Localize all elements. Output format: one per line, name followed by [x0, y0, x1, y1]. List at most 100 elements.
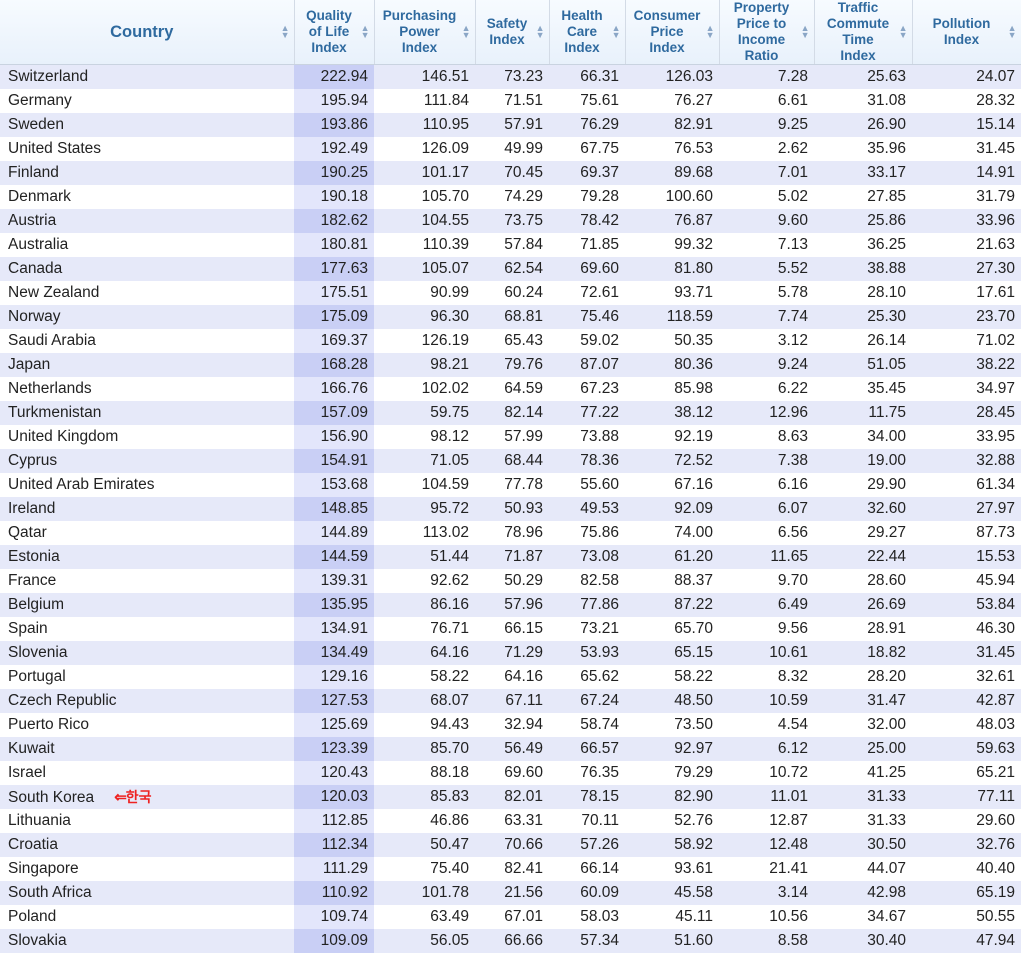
table-row: Australia 180.81 110.39 57.84 71.85 99.32 7.13… — [0, 233, 1021, 257]
cell-value: 32.88 — [976, 452, 1015, 469]
cell-safety-index: 64.59 — [475, 377, 549, 401]
header-row: Country ▲ ▼ Quality of Life Index ▲ ▼ Purchasi… — [0, 0, 1021, 65]
cell-value: 28.91 — [867, 620, 906, 637]
cell-traffic-commute-time-index: 26.69 — [814, 593, 912, 617]
sort-arrows-icon[interactable]: ▲ ▼ — [461, 23, 471, 40]
cell-consumer-price-index: 61.20 — [625, 545, 719, 569]
table-row: Lithuania 112.85 46.86 63.31 70.11 52.76 12.87… — [0, 809, 1021, 833]
cell-quality-of-life-index: 112.85 — [294, 809, 374, 833]
sort-arrows-icon[interactable]: ▲ ▼ — [1007, 23, 1017, 40]
sort-arrows-icon[interactable]: ▲ ▼ — [800, 23, 810, 40]
cell-health-care-index: 66.31 — [549, 64, 625, 89]
cell-value: 71.05 — [430, 452, 469, 469]
cell-value: 88.18 — [430, 764, 469, 781]
sort-arrows-icon[interactable]: ▲ ▼ — [898, 23, 908, 40]
column-header-traffic-commute-time-index[interactable]: Traffic Commute Time Index ▲ ▼ — [814, 0, 913, 65]
cell-property-price-to-income-ratio: 9.70 — [719, 569, 814, 593]
cell-pollution-index: 21.63 — [912, 233, 1021, 257]
cell-value: 68.81 — [504, 308, 543, 325]
cell-purchasing-power-index: 102.02 — [374, 377, 475, 401]
cell-value: 85.70 — [430, 740, 469, 757]
cell-pollution-index: 61.34 — [912, 473, 1021, 497]
cell-value: 70.45 — [504, 164, 543, 181]
cell-purchasing-power-index: 85.83 — [374, 785, 475, 809]
column-header-safety-index[interactable]: Safety Index ▲ ▼ — [475, 0, 550, 65]
cell-value: 157.09 — [320, 404, 368, 421]
cell-value: 10.61 — [769, 644, 808, 661]
cell-safety-index: 73.23 — [475, 64, 549, 89]
cell-value: 48.03 — [976, 716, 1015, 733]
cell-value: 5.02 — [777, 188, 808, 205]
cell-value: 58.22 — [674, 668, 713, 685]
cell-value: 34.97 — [976, 380, 1015, 397]
cell-purchasing-power-index: 50.47 — [374, 833, 475, 857]
column-header-property-price-to-income-ratio[interactable]: Property Price to Income Ratio ▲ ▼ — [719, 0, 815, 65]
cell-value: 15.53 — [976, 548, 1015, 565]
cell-safety-index: 70.45 — [475, 161, 549, 185]
cell-traffic-commute-time-index: 35.45 — [814, 377, 912, 401]
cell-value: 10.59 — [769, 692, 808, 709]
cell-value: 65.70 — [674, 620, 713, 637]
sort-arrows-icon[interactable]: ▲ ▼ — [705, 23, 715, 40]
column-header-purchasing-power-index[interactable]: Purchasing Power Index ▲ ▼ — [374, 0, 476, 65]
cell-value: 61.34 — [976, 476, 1015, 493]
sort-arrows-icon[interactable]: ▲ ▼ — [360, 23, 370, 40]
cell-value: 65.21 — [976, 764, 1015, 781]
cell-traffic-commute-time-index: 25.00 — [814, 737, 912, 761]
cell-safety-index: 62.54 — [475, 257, 549, 281]
column-header-pollution-index[interactable]: Pollution Index ▲ ▼ — [912, 0, 1021, 65]
cell-traffic-commute-time-index: 29.27 — [814, 521, 912, 545]
cell-health-care-index: 66.57 — [549, 737, 625, 761]
cell-traffic-commute-time-index: 33.17 — [814, 161, 912, 185]
cell-value: 111.84 — [423, 92, 469, 109]
sort-arrows-icon[interactable]: ▲ ▼ — [280, 23, 290, 40]
cell-value: 79.29 — [674, 764, 713, 781]
cell-quality-of-life-index: 112.34 — [294, 833, 374, 857]
column-header-label: Health Care Index — [561, 8, 603, 55]
cell-quality-of-life-index: 182.62 — [294, 209, 374, 233]
cell-value: 12.87 — [769, 812, 808, 829]
cell-value: 77.78 — [504, 476, 543, 493]
country-name: Czech Republic — [8, 692, 117, 709]
cell-value: 47.94 — [976, 932, 1015, 949]
cell-value: 129.16 — [320, 668, 368, 685]
cell-value: 65.15 — [674, 644, 713, 661]
cell-value: 24.07 — [976, 68, 1015, 85]
cell-value: 153.68 — [320, 476, 368, 493]
cell-health-care-index: 73.21 — [549, 617, 625, 641]
column-header-quality-of-life-index[interactable]: Quality of Life Index ▲ ▼ — [294, 0, 375, 65]
column-header-country[interactable]: Country ▲ ▼ — [0, 0, 295, 65]
cell-value: 73.21 — [580, 620, 619, 637]
country-name: Canada — [8, 260, 63, 277]
cell-property-price-to-income-ratio: 10.56 — [719, 905, 814, 929]
cell-value: 67.01 — [504, 908, 543, 925]
table-row: United Kingdom 156.90 98.12 57.99 73.88 92.19… — [0, 425, 1021, 449]
cell-pollution-index: 28.32 — [912, 89, 1021, 113]
country-name: Belgium — [8, 596, 64, 613]
cell-value: 28.60 — [867, 572, 906, 589]
cell-property-price-to-income-ratio: 12.87 — [719, 809, 814, 833]
cell-value: 21.56 — [504, 884, 543, 901]
cell-safety-index: 57.96 — [475, 593, 549, 617]
cell-value: 32.00 — [867, 716, 906, 733]
column-header-consumer-price-index[interactable]: Consumer Price Index ▲ ▼ — [625, 0, 720, 65]
cell-value: 110.95 — [422, 116, 469, 133]
cell-value: 94.43 — [430, 716, 469, 733]
cell-traffic-commute-time-index: 42.98 — [814, 881, 912, 905]
cell-value: 85.98 — [674, 380, 713, 397]
cell-value: 29.27 — [867, 524, 906, 541]
cell-value: 9.60 — [777, 212, 808, 229]
cell-value: 92.19 — [674, 428, 713, 445]
sort-arrows-icon[interactable]: ▲ ▼ — [611, 23, 621, 40]
column-header-health-care-index[interactable]: Health Care Index ▲ ▼ — [549, 0, 626, 65]
cell-pollution-index: 28.45 — [912, 401, 1021, 425]
cell-quality-of-life-index: 169.37 — [294, 329, 374, 353]
column-header-label: Country — [110, 23, 174, 41]
sort-arrows-icon[interactable]: ▲ ▼ — [535, 23, 545, 40]
country-name: France — [8, 572, 57, 589]
cell-value: 21.63 — [976, 236, 1015, 253]
cell-consumer-price-index: 80.36 — [625, 353, 719, 377]
cell-country: Puerto Rico — [0, 713, 294, 737]
cell-value: 19.00 — [867, 452, 906, 469]
table-row: Turkmenistan 157.09 59.75 82.14 77.22 38.12 12… — [0, 401, 1021, 425]
